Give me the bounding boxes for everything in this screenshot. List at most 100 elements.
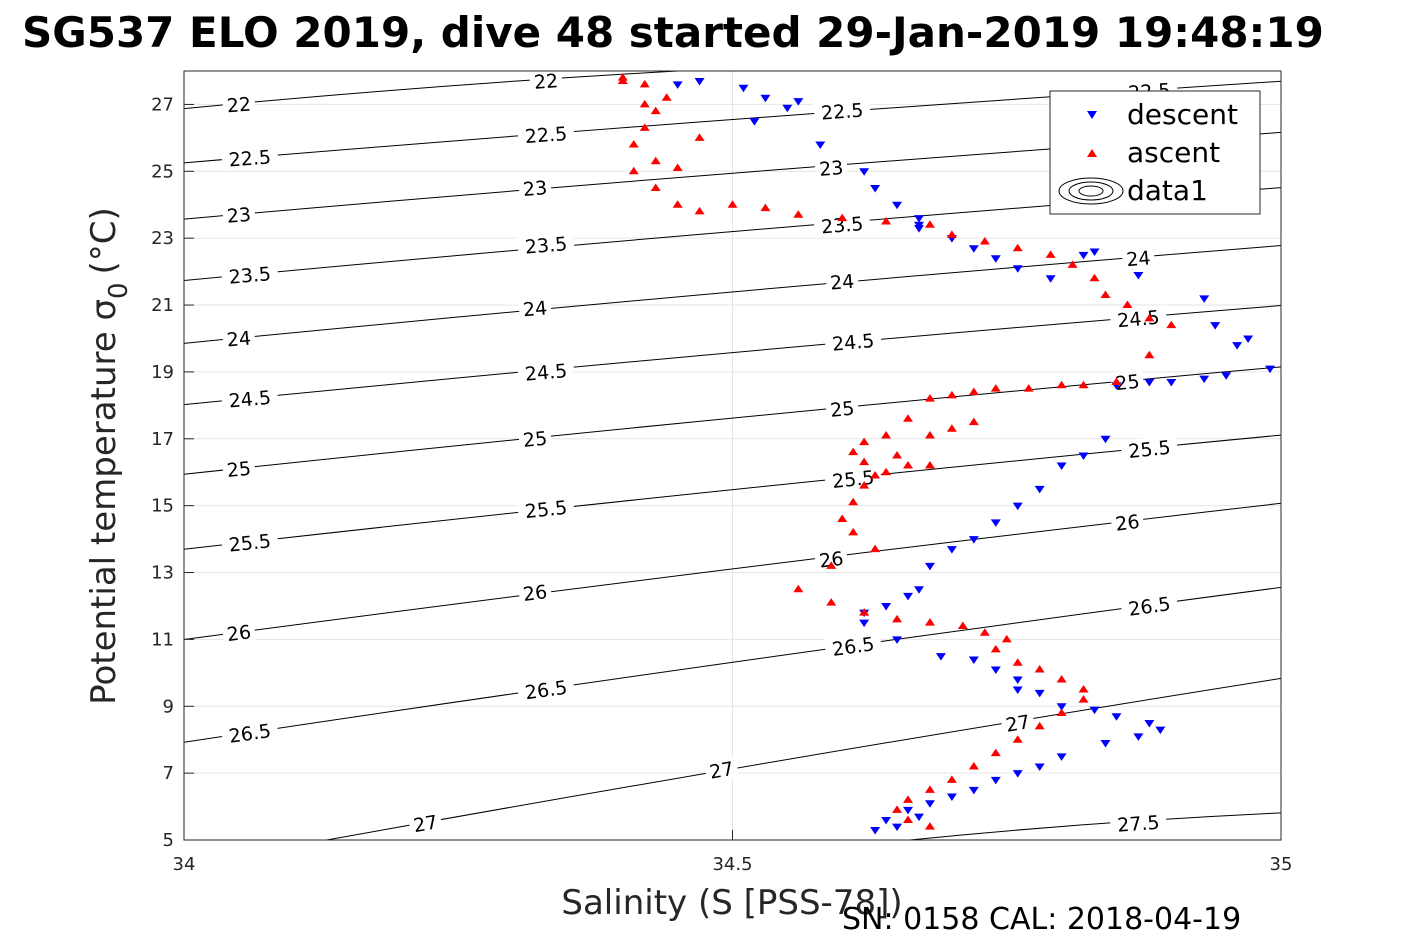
contour-label-bg	[824, 465, 883, 493]
contour-label-27: 27	[708, 758, 736, 784]
descent-point	[1111, 713, 1122, 721]
descent-point	[1089, 248, 1100, 257]
y-axis-ticks: 5 7 9 11 13 15 17 19 21 23 25 27	[151, 94, 194, 851]
contour-label-bg	[517, 579, 553, 606]
y-tick-label: 17	[151, 429, 174, 450]
contour-label-bg	[1121, 245, 1156, 271]
descent-point	[935, 653, 946, 661]
y-tick-label: 15	[151, 496, 174, 517]
ascent-point	[848, 527, 859, 536]
contour-label-bg	[1120, 591, 1179, 621]
x-axis-ticks: 34 34.5 35	[173, 830, 1292, 875]
ascent-point	[1056, 675, 1067, 683]
descent-point	[782, 104, 793, 113]
descent-point	[1078, 452, 1089, 460]
descent-point	[1012, 686, 1023, 695]
descent-point	[892, 636, 903, 644]
descent-point	[1133, 271, 1144, 280]
ascent-point	[639, 99, 650, 108]
contour-label-bg	[1109, 304, 1168, 332]
contour-label-bg	[1110, 509, 1145, 536]
descent-point	[1012, 676, 1023, 685]
descent-point	[749, 118, 760, 126]
descent-point	[1012, 265, 1023, 273]
contour-label-bg	[516, 674, 576, 705]
legend-descent-label: descent	[1127, 98, 1238, 131]
ascent-point	[1012, 735, 1023, 743]
x-tick-label: 34.5	[712, 854, 752, 875]
contour-label-bg	[407, 809, 443, 837]
ascent-point	[881, 216, 892, 225]
ascent-point	[1001, 634, 1012, 643]
contour-label-bg	[825, 396, 860, 422]
descent-point	[1199, 375, 1210, 384]
contour-label-25: 25	[522, 428, 548, 452]
ascent-point	[924, 461, 935, 469]
ascent-point	[826, 561, 837, 569]
descent-point	[1034, 689, 1045, 698]
ascent-point	[1067, 260, 1078, 268]
ascent-point	[903, 414, 914, 422]
ascent-point	[979, 237, 990, 245]
contour-label-23: 23	[522, 177, 548, 201]
ascent-point	[1111, 377, 1122, 385]
descent-point	[738, 84, 749, 93]
contour-label-bg	[1000, 709, 1036, 737]
descent-point	[1265, 365, 1276, 374]
contour-label-27.5: 27.5	[1117, 812, 1161, 837]
ascent-point	[892, 451, 903, 459]
contour-label-bg	[517, 121, 575, 148]
contour-label-bg	[221, 456, 256, 482]
ascent-point	[650, 156, 661, 165]
descent-point	[1034, 763, 1045, 771]
ascent-point	[694, 133, 705, 141]
descent-point	[990, 776, 1001, 785]
descent-point	[1210, 322, 1221, 330]
descent-point	[903, 592, 914, 601]
contour-label-22.5: 22.5	[524, 123, 568, 148]
descent-point	[1100, 435, 1111, 444]
descent-point	[1221, 372, 1232, 380]
descent-point	[881, 816, 892, 825]
ascent-point	[924, 220, 935, 228]
ascent-point	[924, 785, 935, 793]
descent-point	[990, 666, 1001, 674]
ascent-point	[892, 805, 903, 813]
ascent-point	[760, 203, 771, 212]
ascent-point	[848, 497, 859, 506]
y-tick-label: 13	[151, 563, 174, 584]
y-tick-label: 23	[151, 228, 174, 249]
ascent-point	[1089, 273, 1100, 282]
ascent-point	[1045, 250, 1056, 258]
ascent-point	[903, 795, 914, 803]
y-tick-label: 25	[151, 161, 174, 182]
contour-label-bg	[220, 385, 279, 413]
ascent-point	[793, 584, 804, 593]
descent-point	[913, 215, 924, 223]
descent-point	[1232, 342, 1243, 350]
contour-line-24	[183, 245, 1282, 344]
ascent-point	[1034, 721, 1045, 730]
contour-label-24: 24	[1125, 247, 1151, 271]
descent-point	[892, 201, 903, 210]
descent-point	[859, 619, 870, 628]
ascent-point	[727, 200, 738, 208]
descent-point	[1056, 753, 1067, 761]
descent-point	[1078, 251, 1089, 260]
descent-point	[1144, 719, 1155, 728]
contour-label-bg	[517, 231, 575, 259]
ascent-point	[946, 230, 957, 238]
ascent-point	[957, 621, 968, 630]
ascent-point	[979, 628, 990, 636]
descent-point	[990, 519, 1001, 527]
y-tick-label: 5	[163, 830, 174, 851]
contour-label-bg	[1109, 810, 1168, 837]
y-axis-label-main: Potential temperature σ	[84, 299, 124, 705]
ascent-point	[639, 79, 650, 88]
ascent-point	[1056, 708, 1067, 716]
contour-label-bg	[529, 68, 563, 94]
descent-point	[913, 586, 924, 594]
ascent-point	[859, 481, 870, 489]
descent-point	[924, 562, 935, 571]
descent-point	[1243, 335, 1254, 343]
